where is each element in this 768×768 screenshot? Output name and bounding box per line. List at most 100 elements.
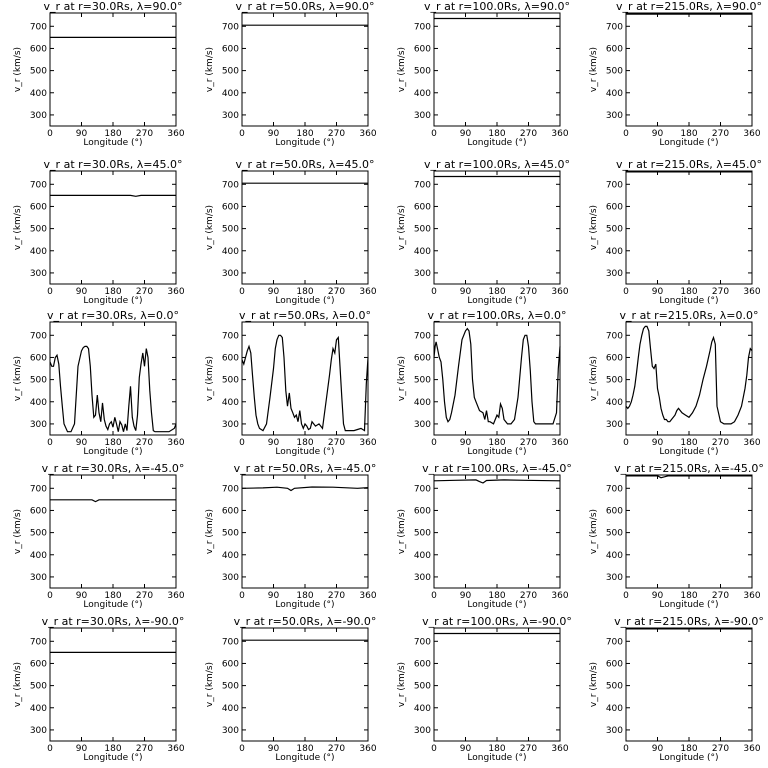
x-tick-label: 90	[268, 591, 280, 601]
y-tick-label: 300	[222, 573, 239, 583]
y-tick-label: 600	[414, 353, 431, 363]
y-tick-label: 700	[30, 484, 47, 494]
x-tick-label: 0	[47, 129, 53, 139]
y-axis-label: v_r (km/s)	[205, 662, 215, 707]
y-tick-label: 600	[222, 353, 239, 363]
x-tick-label: 90	[268, 438, 280, 448]
plot-frame	[241, 170, 369, 285]
plot-frame	[49, 12, 177, 127]
chart-title: v_r at r=215.0Rs, λ=45.0°	[616, 158, 762, 171]
y-tick-label: 600	[414, 202, 431, 212]
y-tick-label: 300	[414, 420, 431, 430]
x-tick-label: 0	[431, 591, 437, 601]
x-axis-label: Longitude (°)	[467, 296, 526, 306]
x-axis-label: Longitude (°)	[83, 753, 142, 763]
x-tick-label: 360	[551, 744, 568, 754]
x-tick-label: 270	[520, 438, 537, 448]
y-tick-label: 600	[414, 44, 431, 54]
y-axis-label: v_r (km/s)	[13, 356, 23, 401]
chart-title: v_r at r=30.0Rs, λ=0.0°	[47, 309, 179, 322]
x-tick-label: 360	[743, 438, 760, 448]
x-tick-label: 360	[743, 129, 760, 139]
y-tick-label: 700	[414, 331, 431, 341]
y-axis-label: v_r (km/s)	[397, 356, 407, 401]
y-tick-label: 400	[414, 551, 431, 561]
x-tick-label: 180	[488, 591, 505, 601]
y-axis-label: v_r (km/s)	[205, 356, 215, 401]
y-tick-label: 600	[606, 353, 623, 363]
x-tick-label: 270	[712, 129, 729, 139]
x-tick-label: 180	[104, 591, 121, 601]
x-tick-label: 90	[460, 438, 472, 448]
y-tick-label: 400	[222, 247, 239, 257]
x-tick-label: 180	[296, 438, 313, 448]
y-tick-label: 700	[222, 22, 239, 32]
chart-panel: v_r at r=100.0Rs, λ=90.0° 0 90 180 270 360 300…	[397, 0, 570, 148]
y-tick-label: 500	[414, 376, 431, 386]
y-axis-label: v_r (km/s)	[589, 356, 599, 401]
chart-panel: v_r at r=50.0Rs, λ=-45.0° 0 90 180 270 360 300…	[205, 462, 377, 610]
plot-frame	[433, 170, 561, 285]
chart-title: v_r at r=100.0Rs, λ=-90.0°	[422, 615, 572, 628]
y-tick-label: 500	[414, 67, 431, 77]
chart-panel: v_r at r=50.0Rs, λ=-90.0° 0 90 180 270 360 300…	[205, 615, 377, 763]
x-tick-label: 90	[460, 591, 472, 601]
y-tick-label: 300	[414, 726, 431, 736]
chart-panel: v_r at r=100.0Rs, λ=-45.0° 0 90 180 270 360 30…	[397, 462, 572, 610]
x-tick-label: 0	[623, 591, 629, 601]
x-tick-label: 0	[431, 129, 437, 139]
x-tick-label: 0	[239, 438, 245, 448]
chart-title: v_r at r=100.0Rs, λ=0.0°	[428, 309, 567, 322]
x-tick-label: 360	[743, 744, 760, 754]
plot-frame	[433, 321, 561, 436]
y-tick-label: 400	[222, 89, 239, 99]
y-tick-label: 700	[606, 637, 623, 647]
y-tick-label: 600	[414, 659, 431, 669]
x-tick-label: 270	[136, 129, 153, 139]
y-tick-label: 300	[30, 726, 47, 736]
x-tick-label: 270	[712, 591, 729, 601]
y-tick-label: 500	[606, 682, 623, 692]
y-tick-label: 700	[222, 484, 239, 494]
x-tick-label: 180	[680, 591, 697, 601]
y-axis-label: v_r (km/s)	[205, 47, 215, 92]
chart-panel: v_r at r=30.0Rs, λ=0.0° 0 90 180 270 360 300 40…	[13, 309, 185, 457]
x-tick-label: 0	[623, 438, 629, 448]
y-tick-label: 400	[606, 89, 623, 99]
y-tick-label: 700	[222, 331, 239, 341]
x-tick-label: 270	[328, 744, 345, 754]
x-tick-label: 270	[520, 744, 537, 754]
x-tick-label: 0	[47, 287, 53, 297]
x-tick-label: 360	[359, 591, 376, 601]
x-axis-label: Longitude (°)	[467, 138, 526, 148]
chart-panel: v_r at r=100.0Rs, λ=45.0° 0 90 180 270 360 300…	[397, 158, 570, 306]
chart-title: v_r at r=50.0Rs, λ=-45.0°	[234, 462, 377, 475]
x-tick-label: 180	[680, 744, 697, 754]
y-tick-label: 300	[414, 269, 431, 279]
y-tick-label: 400	[606, 704, 623, 714]
x-tick-label: 0	[431, 287, 437, 297]
x-tick-label: 90	[652, 129, 664, 139]
y-tick-label: 600	[606, 44, 623, 54]
x-tick-label: 270	[520, 591, 537, 601]
chart-title: v_r at r=215.0Rs, λ=-45.0°	[614, 462, 764, 475]
chart-panel: v_r at r=215.0Rs, λ=-90.0° 0 90 180 270 360 30…	[589, 615, 764, 763]
x-axis-label: Longitude (°)	[659, 138, 718, 148]
y-tick-label: 700	[606, 180, 623, 190]
x-tick-label: 360	[551, 438, 568, 448]
plot-frame	[241, 321, 369, 436]
x-tick-label: 270	[712, 287, 729, 297]
chart-panel: v_r at r=215.0Rs, λ=0.0° 0 90 180 270 360 300 4…	[589, 309, 761, 457]
y-tick-label: 500	[30, 376, 47, 386]
y-tick-label: 700	[30, 331, 47, 341]
chart-title: v_r at r=215.0Rs, λ=0.0°	[620, 309, 759, 322]
chart-title: v_r at r=50.0Rs, λ=0.0°	[239, 309, 371, 322]
y-axis-label: v_r (km/s)	[589, 662, 599, 707]
x-tick-label: 180	[488, 744, 505, 754]
x-tick-label: 360	[551, 129, 568, 139]
x-tick-label: 360	[743, 287, 760, 297]
y-tick-label: 500	[414, 225, 431, 235]
x-tick-label: 360	[167, 438, 184, 448]
y-tick-label: 600	[30, 659, 47, 669]
chart-panel: v_r at r=30.0Rs, λ=90.0° 0 90 180 270 360 300 4…	[13, 0, 185, 148]
